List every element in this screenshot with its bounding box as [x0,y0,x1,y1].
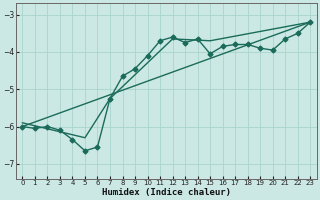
X-axis label: Humidex (Indice chaleur): Humidex (Indice chaleur) [102,188,231,197]
